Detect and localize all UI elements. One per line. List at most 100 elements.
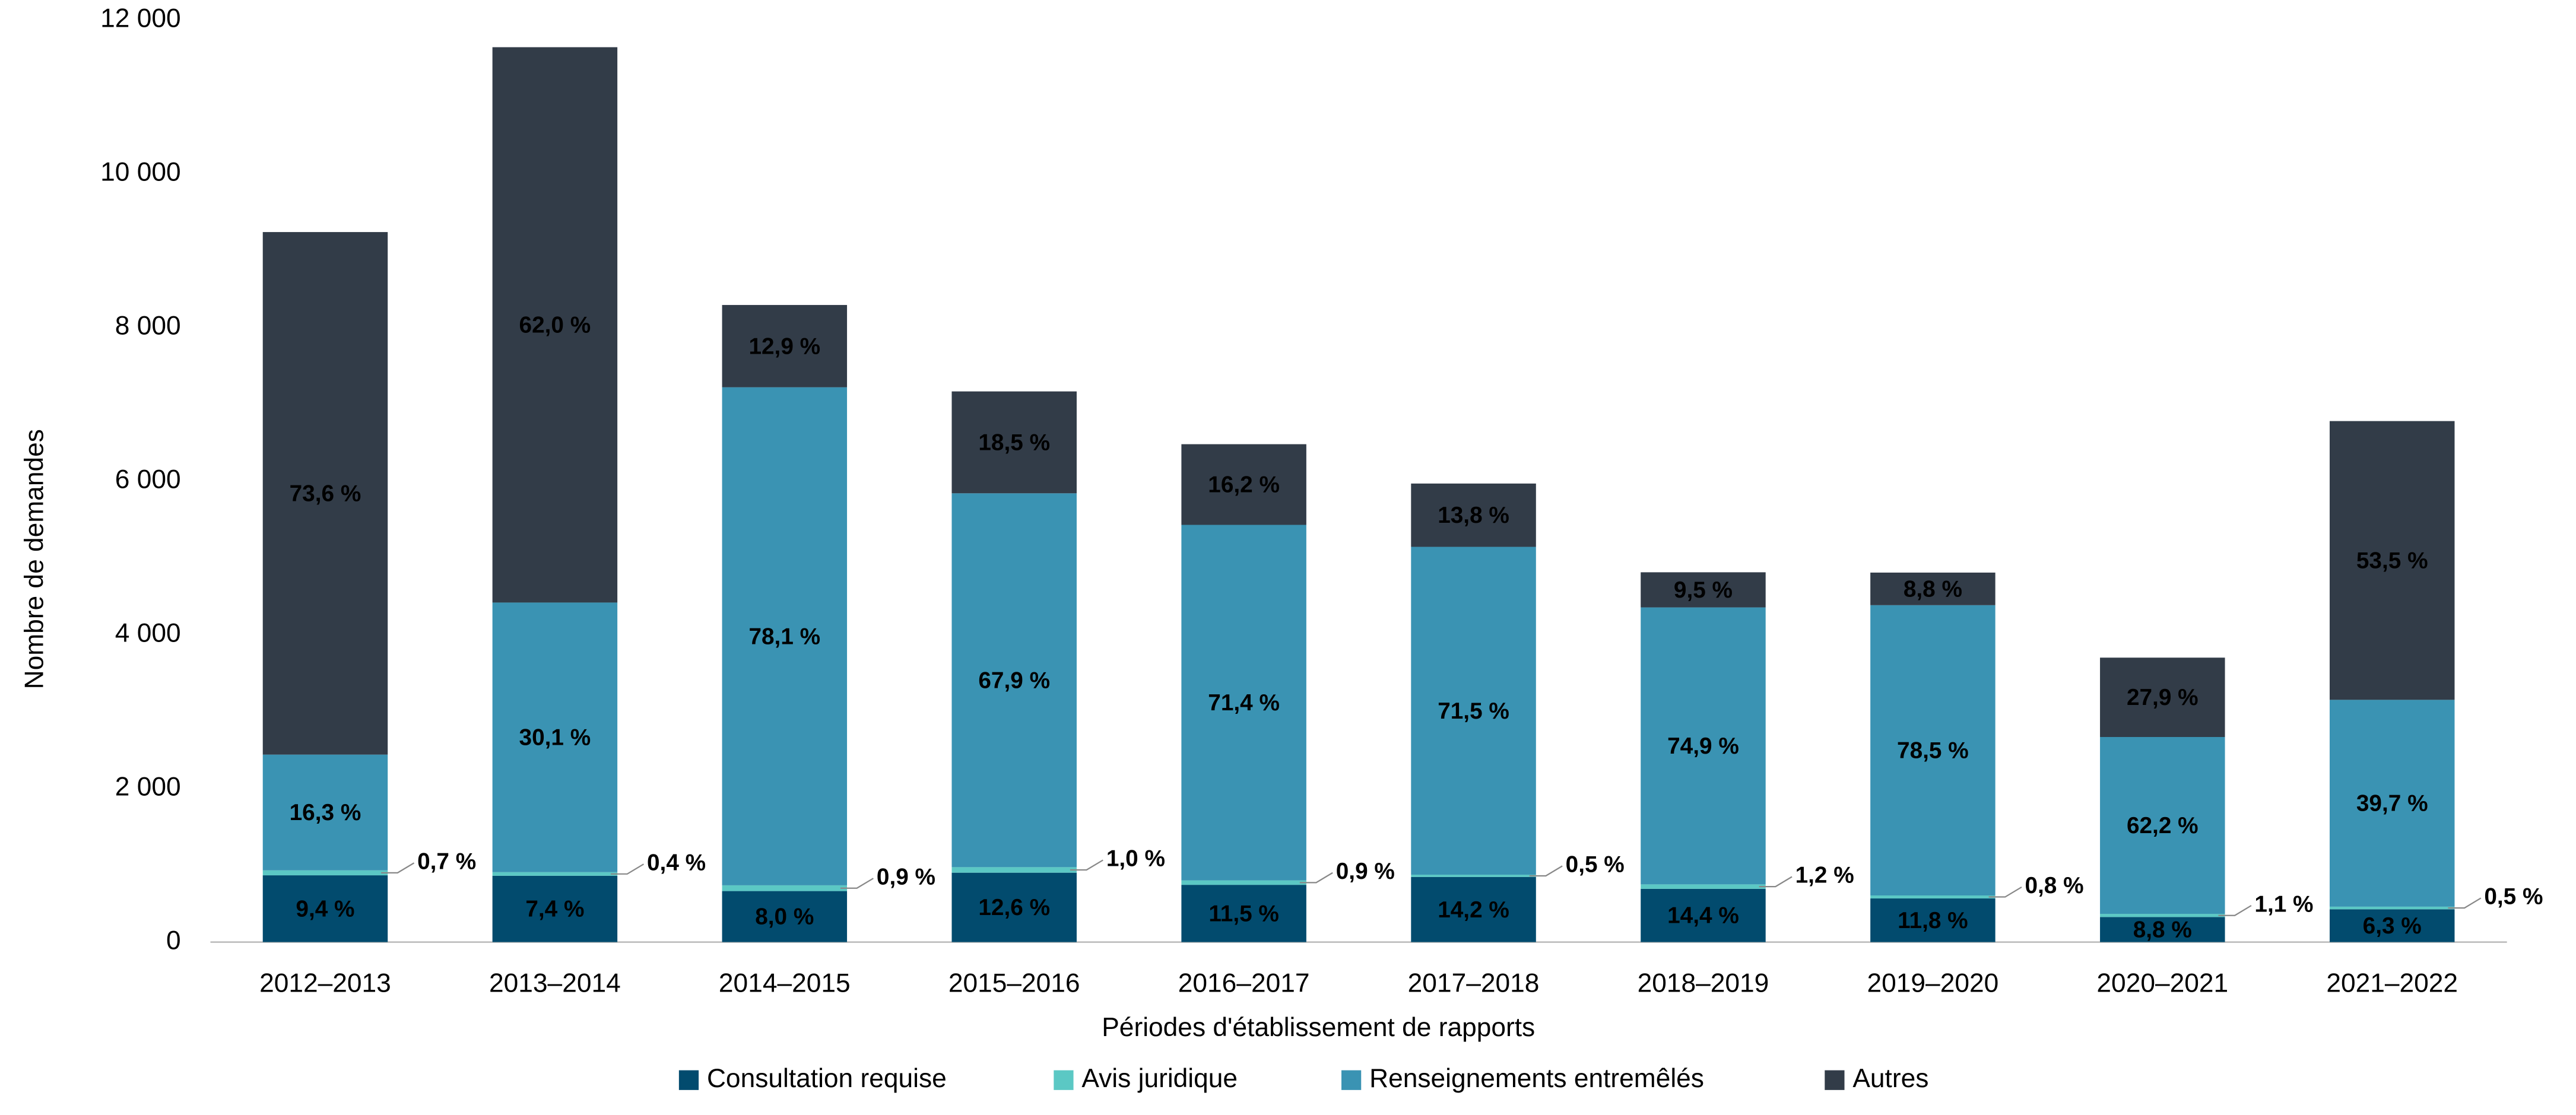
bar-segment xyxy=(1411,483,1536,547)
y-tick-label: 12 000 xyxy=(100,4,181,33)
bar-segment xyxy=(1870,895,1996,899)
bar-segment xyxy=(2329,421,2455,700)
bar-segment xyxy=(1641,572,1766,608)
data-label: 16,2 % xyxy=(1208,472,1280,498)
bar-segment xyxy=(262,870,388,876)
leader-line xyxy=(611,863,645,875)
data-label: 1,0 % xyxy=(1106,846,1165,872)
legend-swatch xyxy=(1054,1070,1074,1090)
data-label: 8,0 % xyxy=(755,904,814,930)
data-label: 30,1 % xyxy=(519,725,591,751)
data-label: 13,8 % xyxy=(1438,503,1509,528)
bar-segment xyxy=(1870,898,1996,942)
bar-segment xyxy=(722,885,848,891)
bar-segment xyxy=(262,232,388,755)
y-tick-label: 0 xyxy=(166,926,181,955)
data-label: 71,4 % xyxy=(1208,690,1280,716)
bar-segment xyxy=(492,875,618,942)
data-label: 27,9 % xyxy=(2127,685,2199,710)
x-tick-label: 2017–2018 xyxy=(1408,968,1540,998)
data-label: 62,0 % xyxy=(519,312,591,338)
bar-segment xyxy=(1181,525,1306,881)
data-label: 18,5 % xyxy=(978,430,1050,455)
data-label: 0,5 % xyxy=(2484,884,2543,910)
data-label: 6,3 % xyxy=(2363,913,2422,939)
bar-segment xyxy=(1641,607,1766,885)
data-label: 12,6 % xyxy=(978,895,1050,920)
x-tick-label: 2012–2013 xyxy=(259,968,391,998)
x-tick-label: 2019–2020 xyxy=(1867,968,1999,998)
bar-segment xyxy=(262,754,388,871)
legend-swatch xyxy=(1341,1070,1362,1090)
leader-line xyxy=(1299,872,1333,884)
bar-segment xyxy=(2100,657,2225,738)
bar-segment xyxy=(1181,880,1306,885)
x-tick-label: 2013–2014 xyxy=(489,968,621,998)
data-label: 0,8 % xyxy=(2025,873,2083,898)
legend-label: Renseignements entremêlés xyxy=(1369,1064,1704,1093)
leader-line xyxy=(381,862,415,873)
y-tick-label: 2 000 xyxy=(115,772,181,801)
data-label: 53,5 % xyxy=(2356,548,2428,573)
data-label: 71,5 % xyxy=(1438,698,1509,724)
bar-segment xyxy=(492,47,618,603)
data-label: 9,4 % xyxy=(296,896,354,922)
bar-segment xyxy=(951,493,1077,868)
x-tick-label: 2016–2017 xyxy=(1178,968,1310,998)
x-tick-label: 2021–2022 xyxy=(2326,968,2458,998)
x-tick-label: 2020–2021 xyxy=(2096,968,2228,998)
y-tick-label: 6 000 xyxy=(115,465,181,494)
bar-segment xyxy=(1641,884,1766,889)
leader-line xyxy=(1529,865,1563,877)
data-label: 78,5 % xyxy=(1897,738,1969,763)
data-label: 0,9 % xyxy=(877,864,935,890)
data-label: 12,9 % xyxy=(748,333,820,359)
bar-segment xyxy=(2329,700,2455,907)
bar-segment xyxy=(2100,914,2225,917)
x-tick-label: 2015–2016 xyxy=(948,968,1080,998)
data-label: 11,5 % xyxy=(1208,901,1279,926)
bar-segment xyxy=(722,304,848,387)
legend-label: Consultation requise xyxy=(707,1064,947,1093)
bar-segment xyxy=(722,387,848,885)
bar-segment xyxy=(951,391,1077,494)
x-axis-title: Périodes d'établissement de rapports xyxy=(1102,1013,1535,1042)
bar-segment xyxy=(492,872,618,876)
leader-line xyxy=(1070,859,1103,871)
bar-segment xyxy=(2100,917,2225,942)
data-label: 62,2 % xyxy=(2127,813,2199,838)
data-label: 67,9 % xyxy=(978,668,1050,693)
data-label: 0,9 % xyxy=(1336,859,1395,884)
data-label: 9,5 % xyxy=(1674,577,1733,603)
x-tick-label: 2018–2019 xyxy=(1638,968,1769,998)
bar-segment xyxy=(1411,876,1536,942)
data-label: 39,7 % xyxy=(2356,791,2428,817)
bar-segment xyxy=(262,875,388,942)
data-label: 1,1 % xyxy=(2254,891,2313,917)
leader-line xyxy=(840,878,874,889)
bar-segment xyxy=(2329,906,2455,910)
data-label: 0,4 % xyxy=(647,850,706,875)
data-label: 11,8 % xyxy=(1898,908,1968,933)
data-label: 7,4 % xyxy=(525,897,584,922)
bar-segment xyxy=(722,891,848,942)
data-label: 8,8 % xyxy=(2133,917,2192,942)
data-label: 1,2 % xyxy=(1795,863,1854,888)
bar-segment xyxy=(2329,909,2455,942)
bar-segment xyxy=(1181,885,1306,942)
data-label: 73,6 % xyxy=(290,481,361,506)
y-axis-title: Nombre de demandes xyxy=(20,429,49,689)
bar-segment xyxy=(2100,737,2225,914)
y-tick-label: 4 000 xyxy=(115,618,181,647)
x-tick-label: 2014–2015 xyxy=(719,968,851,998)
bar-segment xyxy=(1870,605,1996,895)
data-label: 16,3 % xyxy=(290,800,361,825)
bar-segment xyxy=(1641,888,1766,942)
bar-segment xyxy=(1870,572,1996,605)
bar-segment xyxy=(1181,444,1306,525)
y-tick-label: 10 000 xyxy=(100,157,181,186)
bar-segment xyxy=(951,867,1077,873)
leader-line xyxy=(1988,886,2022,898)
legend-swatch xyxy=(1825,1070,1845,1090)
